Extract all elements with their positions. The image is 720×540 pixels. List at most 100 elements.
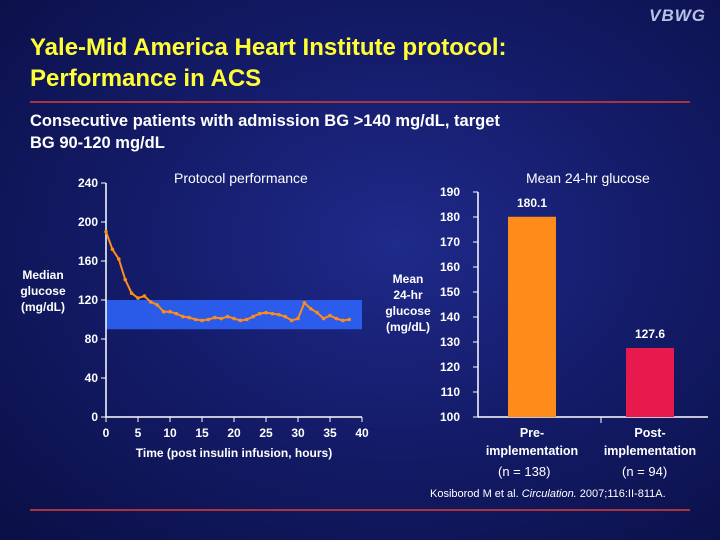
bar-y-axis-label: 24-hr bbox=[393, 288, 423, 302]
median-glucose-point bbox=[347, 317, 352, 322]
line-y-tick-label: 160 bbox=[78, 254, 98, 268]
bar-y-tick-label: 160 bbox=[440, 260, 460, 274]
median-glucose-point bbox=[225, 314, 230, 319]
bar-chart-title: Mean 24-hr glucose bbox=[526, 170, 650, 186]
median-glucose-point bbox=[213, 315, 217, 320]
line-x-tick-label: 5 bbox=[135, 426, 142, 440]
median-glucose-point bbox=[206, 317, 211, 322]
citation-authors: Kosiborod M et al. bbox=[430, 488, 522, 500]
median-glucose-point bbox=[200, 318, 204, 323]
median-glucose-point bbox=[155, 303, 159, 307]
pre-n-label: (n = 138) bbox=[498, 464, 551, 479]
bar-y-axis-label: Mean bbox=[393, 272, 424, 286]
target-range-band bbox=[106, 300, 362, 330]
post-implementation-bar bbox=[626, 348, 674, 417]
line-y-tick-label: 240 bbox=[78, 176, 98, 190]
median-glucose-point bbox=[149, 300, 153, 304]
post-n-label: (n = 94) bbox=[622, 464, 668, 479]
title-line-1: Yale-Mid America Heart Institute protoco… bbox=[30, 34, 507, 61]
median-glucose-point bbox=[117, 257, 121, 261]
bar-y-tick-label: 110 bbox=[441, 385, 461, 399]
bar-y-axis-label: glucose bbox=[385, 304, 431, 318]
median-glucose-point bbox=[277, 312, 281, 317]
median-glucose-point bbox=[245, 317, 249, 322]
median-glucose-point bbox=[168, 309, 172, 314]
line-x-axis-label: Time (post insulin infusion, hours) bbox=[136, 446, 332, 460]
subtitle-line-1: Consecutive patients with admission BG >… bbox=[30, 112, 500, 130]
median-glucose-point bbox=[142, 294, 147, 298]
citation-details: 2007;116:II-811A. bbox=[576, 488, 666, 500]
slide-title: Yale-Mid America Heart Institute protoco… bbox=[30, 32, 690, 94]
line-chart-title: Protocol performance bbox=[174, 170, 308, 186]
median-glucose-point bbox=[270, 311, 275, 316]
median-glucose-point bbox=[238, 318, 243, 323]
pre-implementation-bar bbox=[508, 216, 556, 417]
title-line-2: Performance in ACS bbox=[30, 65, 262, 92]
median-glucose-point bbox=[283, 314, 288, 319]
line-x-tick-label: 25 bbox=[259, 426, 273, 440]
line-y-axis-label: Median bbox=[22, 268, 63, 282]
subtitle-line-2: BG 90-120 mg/dL bbox=[30, 134, 165, 152]
median-glucose-point bbox=[181, 314, 185, 319]
line-x-tick-label: 30 bbox=[291, 426, 305, 440]
bar-y-tick-label: 150 bbox=[440, 285, 460, 299]
median-glucose-point bbox=[296, 316, 300, 321]
footer-divider bbox=[30, 509, 690, 511]
line-y-tick-label: 120 bbox=[78, 293, 98, 307]
median-glucose-point bbox=[110, 247, 115, 252]
median-glucose-point bbox=[334, 316, 339, 321]
median-glucose-point bbox=[341, 318, 345, 323]
line-y-tick-label: 0 bbox=[91, 410, 98, 424]
line-x-tick-label: 40 bbox=[355, 426, 369, 440]
line-x-tick-label: 15 bbox=[195, 426, 209, 440]
bar-y-tick-label: 190 bbox=[440, 185, 460, 199]
line-y-axis-label: (mg/dL) bbox=[21, 300, 65, 314]
title-divider bbox=[30, 101, 690, 103]
median-glucose-point bbox=[174, 311, 179, 316]
vbwg-logo: VBWG bbox=[649, 6, 706, 25]
median-glucose-point bbox=[257, 311, 262, 316]
bar-category-label: implementation bbox=[486, 444, 578, 458]
median-glucose-point bbox=[136, 296, 140, 300]
line-x-tick-label: 35 bbox=[323, 426, 337, 440]
median-glucose-point bbox=[309, 306, 313, 311]
bar-category-label: implementation bbox=[604, 444, 696, 458]
median-glucose-point bbox=[321, 316, 326, 321]
bar-value-label: 127.6 bbox=[635, 327, 665, 341]
line-x-tick-label: 10 bbox=[163, 426, 177, 440]
bar-y-tick-label: 180 bbox=[440, 210, 460, 224]
bar-y-tick-label: 170 bbox=[440, 235, 460, 249]
bar-y-axis-label: (mg/dL) bbox=[386, 320, 430, 334]
citation: Kosiborod M et al. Circulation. 2007;116… bbox=[430, 488, 666, 500]
median-glucose-point bbox=[251, 314, 255, 319]
line-x-tick-label: 20 bbox=[227, 426, 241, 440]
median-glucose-point bbox=[289, 318, 294, 323]
citation-journal: Circulation. bbox=[521, 488, 577, 500]
line-y-tick-label: 40 bbox=[85, 371, 99, 385]
bar-y-tick-label: 140 bbox=[440, 310, 460, 324]
median-glucose-point bbox=[232, 316, 236, 321]
median-glucose-point bbox=[129, 291, 134, 295]
median-glucose-point bbox=[104, 229, 108, 234]
median-glucose-point bbox=[123, 277, 127, 282]
bar-y-tick-label: 100 bbox=[440, 410, 460, 424]
median-glucose-point bbox=[219, 316, 223, 321]
line-y-axis-label: glucose bbox=[20, 284, 66, 298]
line-y-tick-label: 80 bbox=[85, 332, 99, 346]
median-glucose-line bbox=[105, 231, 350, 322]
median-glucose-point bbox=[193, 317, 198, 322]
bar-y-tick-label: 120 bbox=[440, 360, 460, 374]
bar-category-label: Post- bbox=[634, 426, 665, 440]
median-glucose-point bbox=[161, 309, 166, 314]
line-x-tick-label: 0 bbox=[103, 426, 110, 440]
median-glucose-point bbox=[187, 315, 191, 320]
median-glucose-point bbox=[264, 310, 268, 315]
line-y-tick-label: 200 bbox=[78, 215, 98, 229]
bar-value-label: 180.1 bbox=[517, 196, 547, 210]
median-glucose-point bbox=[302, 301, 307, 305]
slide-subtitle: Consecutive patients with admission BG >… bbox=[30, 110, 670, 154]
bar-category-label: Pre- bbox=[520, 426, 544, 440]
median-glucose-point bbox=[328, 313, 332, 318]
bar-y-tick-label: 130 bbox=[440, 335, 460, 349]
median-glucose-point bbox=[315, 310, 320, 315]
